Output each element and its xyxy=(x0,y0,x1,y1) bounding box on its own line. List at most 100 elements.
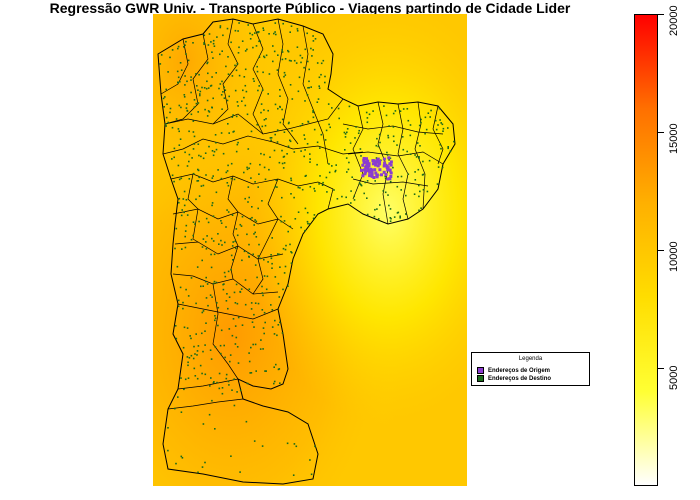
destination-point xyxy=(201,311,204,314)
destination-point xyxy=(307,120,309,123)
destination-point xyxy=(227,123,229,125)
destination-point xyxy=(275,33,277,36)
destination-point xyxy=(209,294,212,296)
destination-point xyxy=(197,180,200,182)
destination-point xyxy=(365,111,368,114)
origin-point xyxy=(376,164,380,168)
destination-point xyxy=(177,299,180,302)
destination-point xyxy=(264,178,267,181)
destination-point xyxy=(253,80,255,82)
destination-point xyxy=(190,79,192,81)
destination-point xyxy=(322,59,325,62)
destination-point xyxy=(261,292,264,294)
destination-point xyxy=(200,285,202,288)
destination-point xyxy=(316,141,319,144)
destination-point xyxy=(406,150,408,153)
destination-point xyxy=(287,50,290,53)
destination-point xyxy=(390,217,392,220)
destination-point xyxy=(277,324,280,326)
destination-point xyxy=(165,88,167,91)
destination-point xyxy=(213,150,216,153)
destination-point xyxy=(279,266,281,268)
destination-point xyxy=(169,56,171,59)
destination-point xyxy=(260,152,262,155)
destination-point xyxy=(260,103,263,105)
destination-point xyxy=(204,344,206,346)
destination-point xyxy=(196,377,199,380)
district-boundaries xyxy=(160,18,444,410)
destination-point xyxy=(274,103,277,106)
destination-point xyxy=(325,129,328,132)
destination-point xyxy=(262,348,264,350)
destination-point xyxy=(215,141,217,144)
destination-point xyxy=(266,275,269,278)
destination-point xyxy=(249,372,251,374)
destination-point xyxy=(253,313,255,316)
destination-point xyxy=(177,305,180,308)
destination-point xyxy=(409,134,412,137)
destination-point xyxy=(255,45,258,47)
destination-point xyxy=(278,253,281,256)
destination-point xyxy=(199,94,201,97)
destination-point xyxy=(246,166,248,169)
destination-point xyxy=(219,25,222,27)
destination-point xyxy=(167,121,169,124)
destination-point xyxy=(324,139,327,141)
destination-point xyxy=(167,427,169,429)
destination-point xyxy=(358,182,361,184)
destination-point xyxy=(247,201,249,203)
destination-point xyxy=(221,392,224,395)
destination-point xyxy=(187,295,190,297)
destination-point xyxy=(244,68,247,71)
origin-point xyxy=(385,166,389,169)
origin-point xyxy=(372,159,376,163)
destination-point xyxy=(204,108,206,111)
destination-point xyxy=(440,122,442,124)
destination-point xyxy=(417,168,420,171)
destination-point xyxy=(375,144,378,147)
origin-point xyxy=(364,160,368,164)
destination-point xyxy=(179,80,181,83)
legend-item-destination: Endereços de Destino xyxy=(477,375,551,382)
destination-point xyxy=(351,176,353,178)
destination-point xyxy=(263,153,265,156)
colorbar-tick-label: 15000 xyxy=(668,123,680,154)
destination-point xyxy=(256,276,258,279)
destination-point xyxy=(422,160,424,163)
destination-point xyxy=(241,324,244,326)
destination-point xyxy=(184,44,186,46)
colorbar xyxy=(634,14,658,486)
destination-point xyxy=(248,243,250,246)
destination-point xyxy=(215,148,218,151)
destination-point xyxy=(310,47,312,50)
destination-point xyxy=(304,229,306,232)
destination-point xyxy=(175,118,178,120)
destination-point xyxy=(192,357,195,360)
destination-point xyxy=(306,32,308,35)
destination-point xyxy=(183,388,185,391)
destination-point xyxy=(393,216,396,218)
destination-point xyxy=(232,114,234,116)
destination-point xyxy=(250,346,252,349)
destination-point xyxy=(181,248,183,250)
destination-point xyxy=(289,243,291,246)
destination-point xyxy=(226,182,229,184)
destination-point xyxy=(243,250,246,253)
destination-point xyxy=(206,99,209,102)
destination-point xyxy=(211,150,214,152)
origin-point xyxy=(380,173,383,177)
destination-point xyxy=(399,110,402,112)
origin-point xyxy=(362,161,366,165)
destination-point xyxy=(276,186,278,188)
origin-point xyxy=(388,162,392,166)
destination-point xyxy=(307,87,309,89)
destination-point xyxy=(441,123,444,126)
destination-point xyxy=(276,129,279,131)
destination-point xyxy=(230,455,232,457)
destination-point xyxy=(234,302,237,304)
destination-point xyxy=(225,226,227,228)
destination-point xyxy=(212,154,215,157)
destination-point xyxy=(211,106,213,109)
destination-point xyxy=(304,138,306,140)
destination-point xyxy=(309,153,311,155)
